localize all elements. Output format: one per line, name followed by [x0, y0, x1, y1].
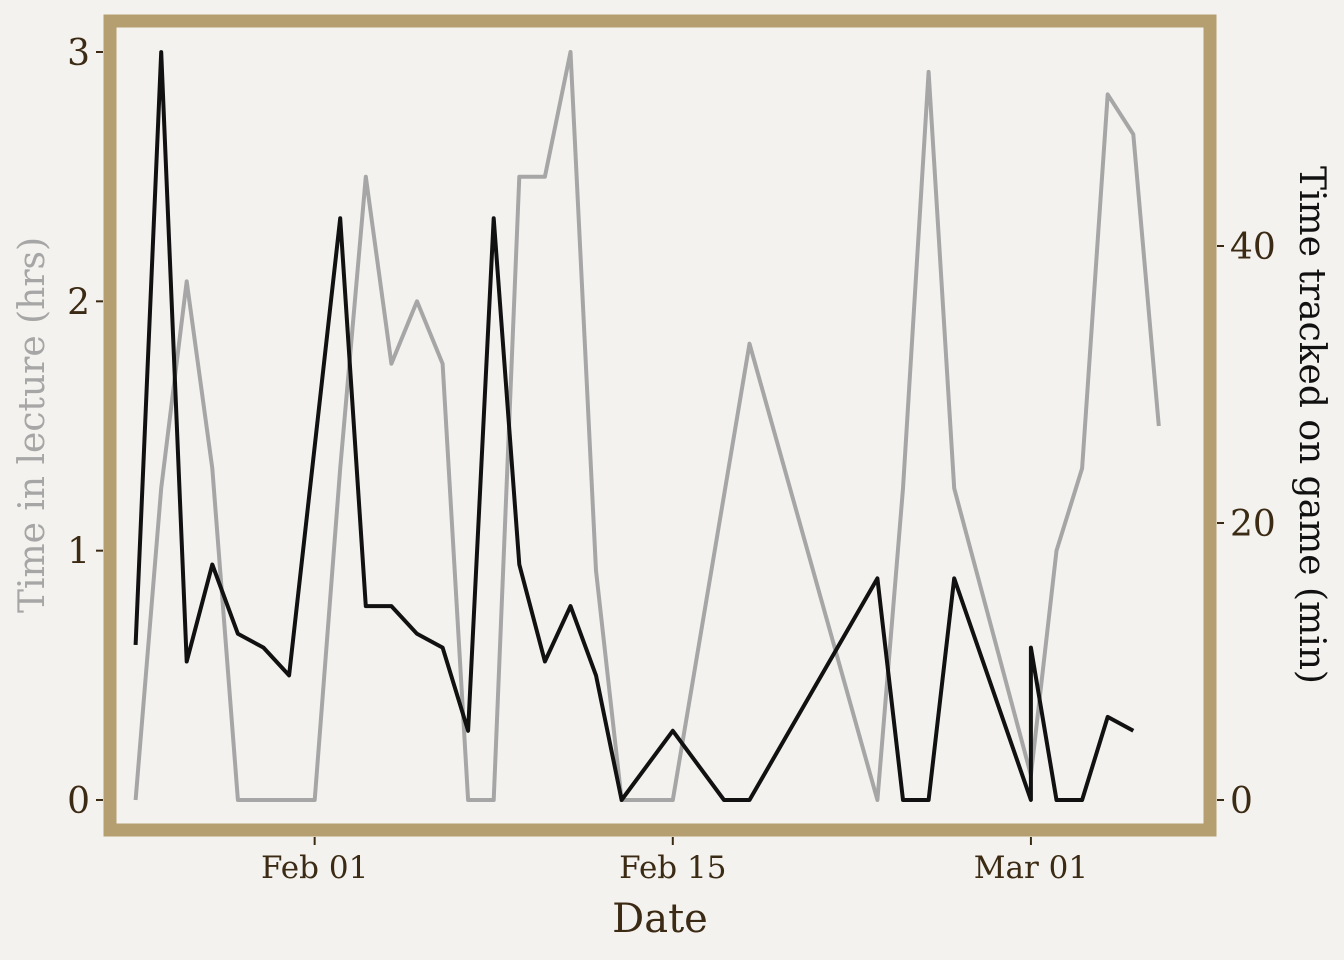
right-tick-label: 20 [1230, 504, 1276, 545]
right-y-axis-title: Time tracked on game (min) [1291, 166, 1332, 684]
game-time-line [133, 50, 1135, 802]
left-y-axis-title: Time in lecture (hrs) [12, 237, 53, 613]
x-tick-label: Feb 15 [619, 850, 726, 886]
right-tick-label: 40 [1230, 227, 1276, 268]
left-tick-label: 0 [67, 781, 90, 822]
plot-panel [103, 14, 1217, 837]
series-lines [133, 50, 1161, 802]
panel-border [103, 14, 1217, 837]
x-tick-label: Feb 01 [261, 850, 368, 886]
left-tick-label: 1 [67, 532, 90, 573]
x-axis: Feb 01 Feb 15 Mar 01 [261, 837, 1088, 886]
right-y-axis: 0 20 40 [1217, 227, 1276, 822]
x-tick-label: Mar 01 [974, 850, 1088, 886]
left-y-axis: 0 1 2 3 [67, 33, 103, 822]
left-tick-label: 3 [67, 33, 90, 74]
right-tick-label: 0 [1230, 781, 1253, 822]
left-tick-label: 2 [67, 282, 90, 323]
lecture-time-line [133, 50, 1161, 802]
x-axis-title: Date [612, 896, 708, 942]
